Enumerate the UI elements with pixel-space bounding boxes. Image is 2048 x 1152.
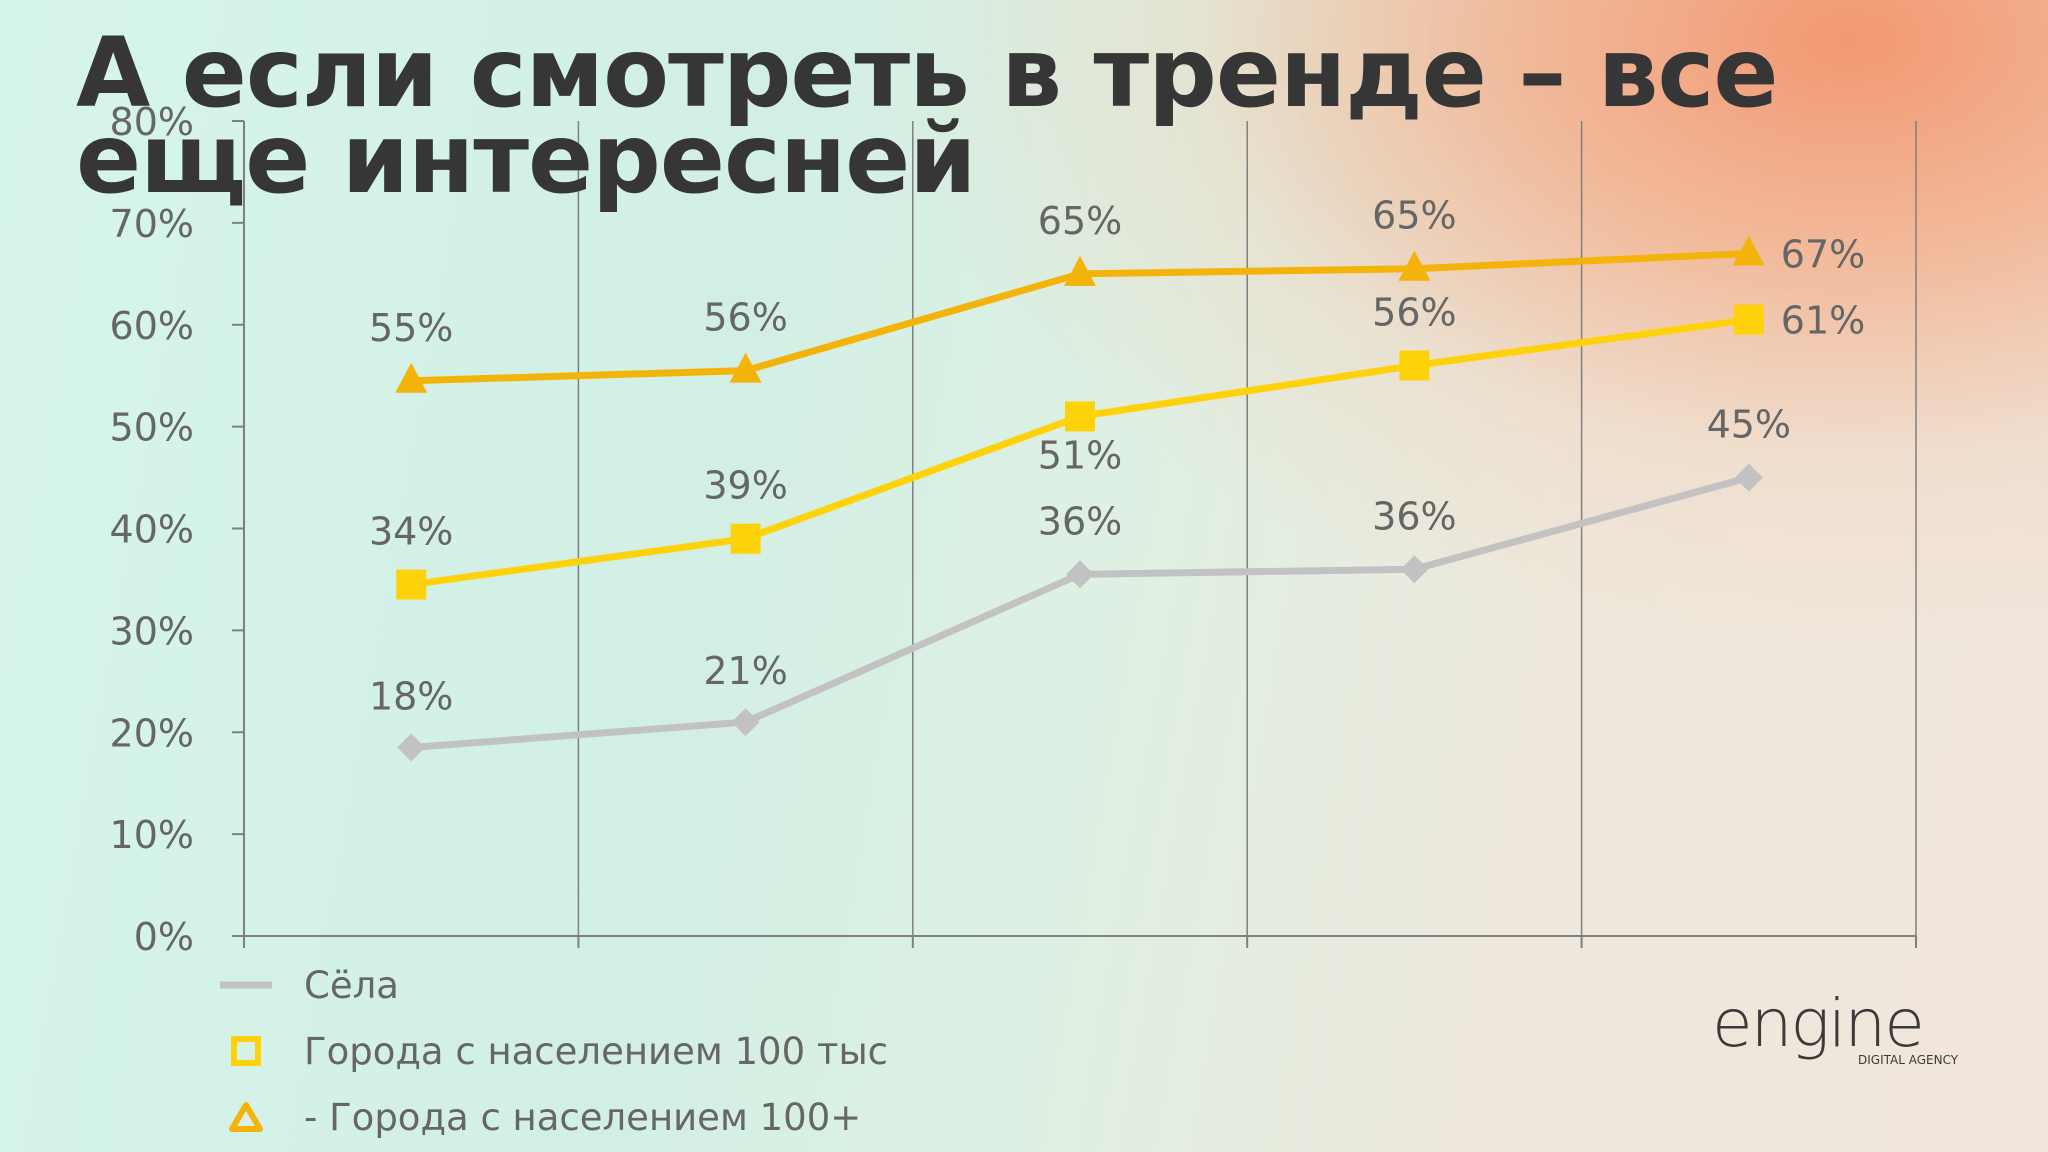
data-point-triangle	[395, 362, 428, 393]
legend-label-cities-100k-plus: - Города с населением 100+	[304, 1095, 862, 1139]
y-tick-label: 80%	[110, 100, 194, 144]
data-point-triangle	[729, 352, 762, 383]
data-point-triangle	[1398, 250, 1431, 281]
data-point-square	[1733, 304, 1764, 335]
data-label: 51%	[1038, 433, 1122, 477]
data-point-diamond	[1066, 560, 1094, 589]
legend-label-villages: Сёла	[304, 963, 399, 1007]
data-label: 67%	[1781, 232, 1865, 276]
legend-item-villages: Сёла	[218, 952, 888, 1018]
y-tick-label: 60%	[110, 304, 194, 348]
legend-line-icon	[220, 981, 272, 989]
legend-square-icon	[231, 1036, 261, 1066]
y-tick-label: 10%	[110, 813, 194, 857]
data-label: 61%	[1781, 299, 1865, 343]
data-point-triangle	[1732, 235, 1765, 266]
data-point-diamond	[397, 733, 426, 762]
logo-word: engine	[1712, 990, 1923, 1062]
y-tick-label: 40%	[110, 508, 194, 552]
data-point-diamond	[1734, 463, 1763, 492]
data-label: 56%	[703, 296, 787, 340]
data-label: 18%	[369, 675, 453, 719]
data-point-square	[1399, 350, 1430, 381]
data-point-diamond	[731, 708, 760, 737]
logo-tagline: DIGITAL AGENCY	[1858, 1053, 1959, 1067]
data-point-diamond	[1400, 555, 1429, 584]
data-label: 39%	[703, 464, 787, 508]
y-tick-label: 50%	[110, 406, 194, 450]
data-label: 65%	[1038, 199, 1122, 243]
engine-logo: engine DIGITAL AGENCY	[1712, 990, 1959, 1067]
legend-item-cities-100k-plus: - Города с населением 100+	[218, 1084, 888, 1150]
data-label: 55%	[369, 306, 453, 350]
data-label: 36%	[1372, 494, 1456, 538]
data-point-square	[1065, 401, 1095, 432]
data-label: 34%	[369, 510, 453, 554]
y-tick-label: 70%	[110, 202, 194, 246]
slide-title: А если смотреть в тренде – все еще интер…	[76, 17, 1779, 215]
data-label: 65%	[1372, 194, 1456, 238]
data-label: 21%	[703, 649, 787, 693]
data-point-square	[396, 569, 427, 600]
data-point-triangle	[1064, 255, 1096, 286]
legend-triangle-icon	[229, 1102, 263, 1132]
data-label: 45%	[1707, 403, 1791, 447]
y-tick-label: 0%	[134, 915, 194, 959]
legend-item-cities-100k: Города с населением 100 тыс	[218, 1018, 888, 1084]
data-label: 56%	[1372, 291, 1456, 335]
y-tick-label: 20%	[110, 711, 194, 755]
legend-label-cities-100k: Города с населением 100 тыс	[304, 1029, 888, 1073]
y-tick-label: 30%	[110, 609, 194, 653]
data-point-square	[730, 523, 761, 554]
data-label: 36%	[1038, 499, 1122, 543]
chart-legend: Сёла Города с населением 100 тыс - Город…	[218, 952, 888, 1150]
